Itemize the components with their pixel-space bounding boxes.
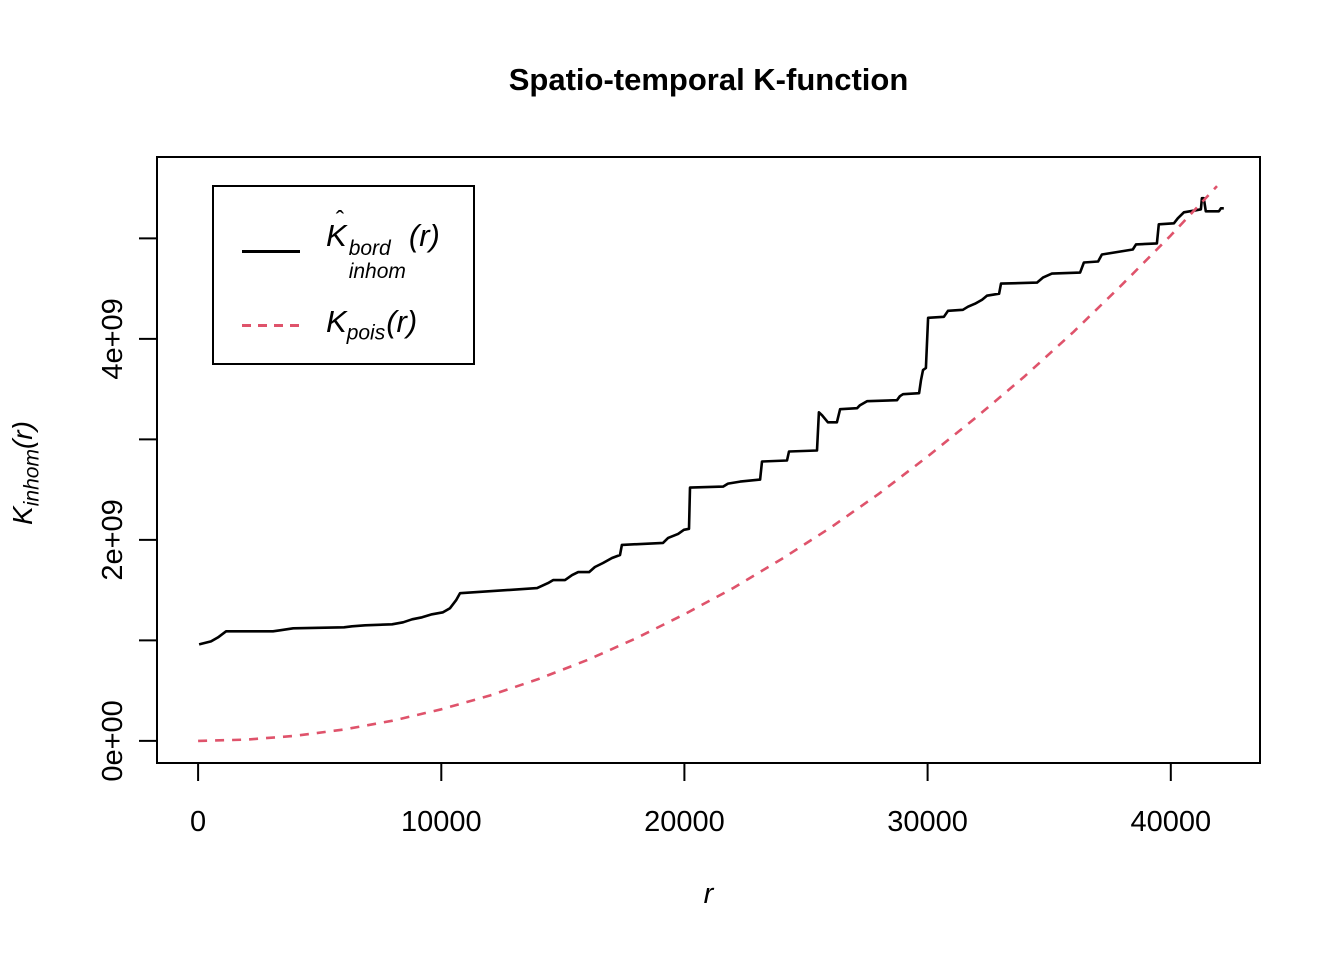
chart-title: Spatio-temporal K-function: [508, 62, 909, 97]
legend-superscript: bord: [348, 237, 391, 261]
plot-border: [156, 156, 1261, 764]
legend-label-kinhom: K ˆ bord inhom (r): [326, 209, 440, 283]
x-tick-label: 10000: [401, 806, 482, 838]
legend-box: K ˆ bord inhom (r) Kpois(r): [212, 185, 475, 365]
x-tick-label: 20000: [644, 806, 725, 838]
x-axis-label-text: r: [703, 878, 714, 910]
hat-accent-icon: ˆ: [335, 207, 345, 235]
y-tick-label: 4e+09: [97, 298, 129, 379]
legend-k-base2: K: [326, 304, 347, 340]
y-tick-label: 2e+09: [97, 499, 129, 580]
legend-k-base: K: [326, 217, 347, 253]
legend-line-sample-dashed: [242, 323, 300, 327]
legend-entry-kinhom: K ˆ bord inhom (r): [242, 209, 473, 282]
x-tick-label: 30000: [887, 806, 968, 838]
legend-subscript: inhom: [348, 260, 406, 284]
y-axis-label-arg: (r): [7, 421, 38, 450]
chart-layer: 0 10000 20000 30000 40000 0e+00 2e+09 4e+09: [97, 156, 1261, 838]
legend-subscript2: pois: [346, 321, 386, 345]
x-axis-label: r: [157, 878, 1260, 911]
legend-arg2: (r): [386, 304, 418, 340]
y-axis-label: Kinhom(r): [7, 363, 43, 583]
legend-entry-kpois: Kpois(r): [242, 301, 473, 349]
legend-label-kpois: Kpois(r): [326, 306, 417, 343]
x-tick-label: 40000: [1130, 806, 1211, 838]
legend-arg: (r): [408, 217, 440, 253]
x-tick-label: 0: [190, 806, 206, 838]
legend-supsub: bord inhom: [349, 238, 406, 282]
series-K-pois: [198, 185, 1218, 743]
y-axis-label-sub: inhom: [20, 449, 44, 507]
series-Khat-inhom-bord: [198, 196, 1224, 646]
y-axis-label-base: K: [7, 506, 38, 525]
y-tick-label: 0e+00: [97, 700, 129, 781]
legend-line-sample-solid: [242, 249, 300, 253]
